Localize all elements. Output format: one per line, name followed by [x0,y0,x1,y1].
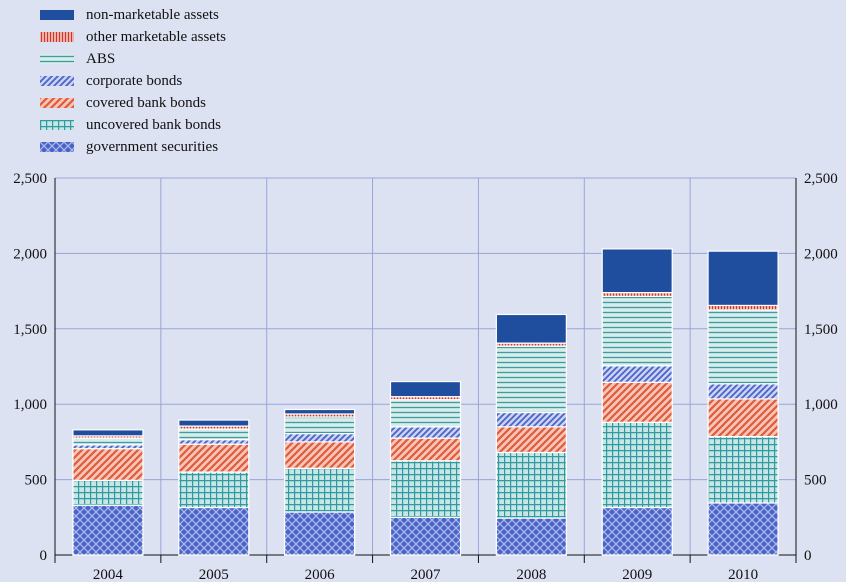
bar-segment-abs-2010 [707,309,779,385]
y-tick-label-right: 500 [804,473,827,489]
y-tick-label-right: 1,000 [804,397,838,413]
bar-segment-abs-2009 [601,295,673,367]
legend-swatch [40,10,74,20]
bar-segment-government-securities-2005 [178,506,250,556]
chart-legend: non-marketable assets other marketable as… [40,4,226,158]
x-tick-label: 2006 [305,567,336,582]
legend-label: covered bank bonds [86,94,206,111]
y-tick-label-left: 500 [25,473,48,489]
bar-segment-uncovered-bank-bonds-2005 [178,471,250,509]
bar-segment-uncovered-bank-bonds-2004 [72,479,144,506]
bar-segment-abs-2005 [178,428,250,441]
legend-swatch [40,54,74,64]
y-tick-label-left: 2,000 [13,246,47,262]
bar-segment-corporate-bonds-2006 [284,433,356,443]
legend-label: uncovered bank bonds [86,116,221,133]
y-tick-label-right: 2,000 [804,246,838,262]
bar-segment-covered-bank-bonds-2006 [284,441,356,469]
bar-segment-government-securities-2010 [707,502,779,556]
legend-item: covered bank bonds [40,92,226,114]
bar-segment-covered-bank-bonds-2010 [707,398,779,438]
bar-segment-non-marketable-assets-2004 [72,429,144,437]
legend-item: corporate bonds [40,70,226,92]
bar-segment-uncovered-bank-bonds-2007 [389,460,462,518]
y-tick-label-left: 2,500 [13,171,47,187]
bar-segment-covered-bank-bonds-2009 [601,381,673,423]
legend-label: ABS [86,50,116,67]
legend-swatch [40,120,74,130]
legend-item: uncovered bank bonds [40,114,226,136]
bar-segment-covered-bank-bonds-2004 [72,448,144,481]
legend-item: government securities [40,136,226,158]
bar-segment-non-marketable-assets-2008 [495,313,567,344]
x-tick-label: 2007 [411,567,442,582]
legend-item: non-marketable assets [40,4,226,26]
bar-segment-corporate-bonds-2007 [389,426,462,439]
legend-label: non-marketable assets [86,6,219,23]
bar-segment-covered-bank-bonds-2007 [389,437,462,462]
bar-segment-other-marketable-assets-2010 [707,304,779,311]
legend-label: other marketable assets [86,28,226,45]
legend-swatch [40,142,74,152]
x-tick-label: 2009 [622,567,652,582]
bar-segment-corporate-bonds-2009 [601,365,673,383]
legend-label: corporate bonds [86,72,183,89]
bar-segment-abs-2007 [389,399,462,428]
bar-segment-abs-2004 [72,437,144,446]
bar-segment-government-securities-2008 [495,517,567,556]
legend-item: ABS [40,48,226,70]
bar-segment-non-marketable-assets-2010 [707,250,779,307]
y-tick-label-left: 1,000 [13,397,47,413]
x-tick-label: 2005 [199,567,229,582]
bar-segment-government-securities-2006 [284,511,356,556]
bar-segment-uncovered-bank-bonds-2010 [707,436,779,504]
bar-segment-uncovered-bank-bonds-2009 [601,421,673,509]
bar-segment-corporate-bonds-2005 [178,439,250,445]
bar-segment-corporate-bonds-2010 [707,383,779,400]
legend-swatch [40,76,74,86]
y-tick-label-right: 2,500 [804,171,838,187]
bar-segment-covered-bank-bonds-2008 [495,426,567,454]
bar-segment-corporate-bonds-2008 [495,411,567,428]
x-tick-label: 2010 [728,567,758,582]
bar-segment-non-marketable-assets-2007 [389,380,462,398]
legend-item: other marketable assets [40,26,226,48]
bar-segment-government-securities-2007 [389,516,462,556]
x-tick-label: 2004 [93,567,124,582]
bar-segment-abs-2008 [495,345,567,414]
legend-swatch [40,98,74,108]
bar-segment-covered-bank-bonds-2005 [178,443,250,473]
bar-segment-government-securities-2004 [72,504,144,556]
legend-swatch [40,32,74,42]
x-tick-label: 2008 [516,567,546,582]
legend-label: government securities [86,138,219,155]
bar-segment-government-securities-2009 [601,506,673,556]
bar-segment-uncovered-bank-bonds-2008 [495,451,567,519]
bar-segment-abs-2006 [284,416,356,435]
y-tick-label-left: 1,500 [13,322,47,338]
y-tick-label-left: 0 [40,548,48,564]
y-tick-label-right: 0 [804,548,812,564]
bar-segment-non-marketable-assets-2006 [284,408,356,415]
bar-segment-non-marketable-assets-2009 [601,248,673,294]
y-tick-label-right: 1,500 [804,322,838,338]
bar-segment-uncovered-bank-bonds-2006 [284,467,356,513]
bar-segment-non-marketable-assets-2005 [178,419,250,427]
